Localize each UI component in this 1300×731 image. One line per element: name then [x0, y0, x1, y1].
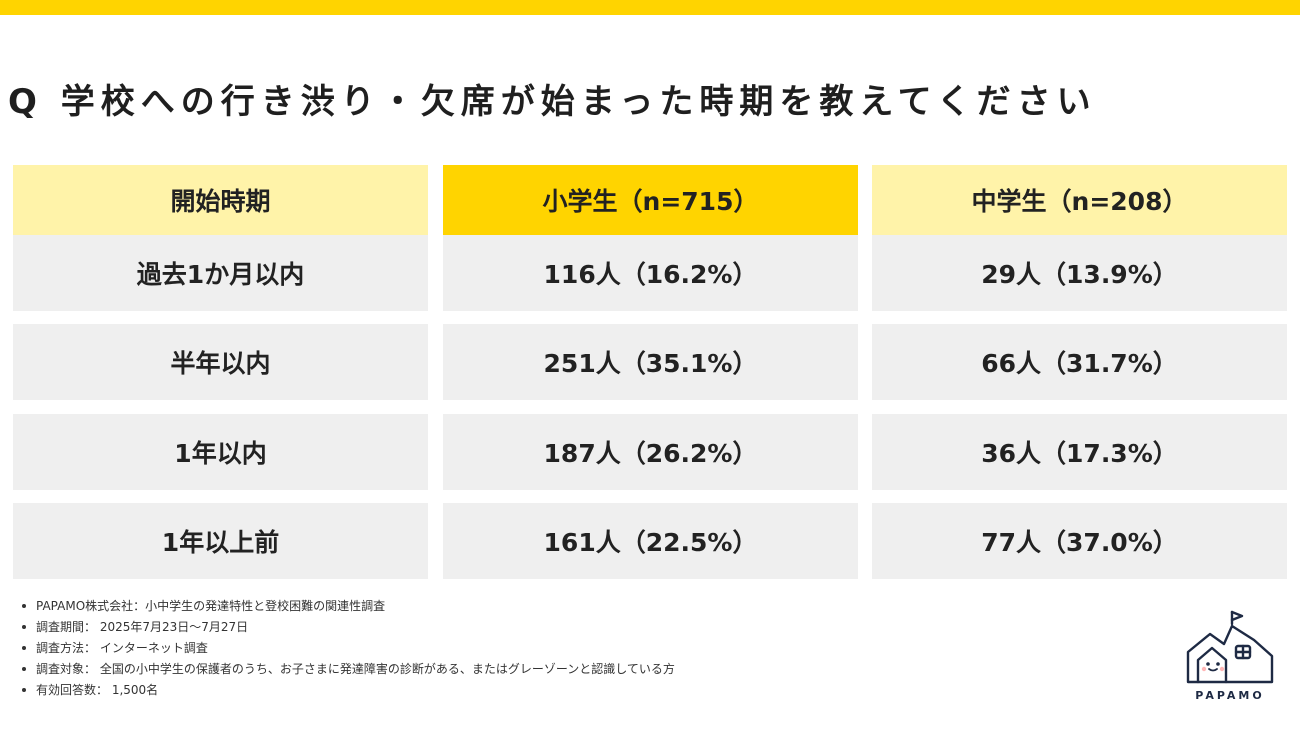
note-text: 調査方法： インターネット調査 [36, 641, 208, 655]
table-header-junior-high: 中学生（n=208） [872, 165, 1287, 235]
table-cell-junior-high: 77人（37.0%） [872, 503, 1287, 579]
logo-wordmark: PAPAMO [1195, 689, 1265, 702]
table-cell-junior-high: 29人（13.9%） [872, 235, 1287, 311]
table-cell-period: 1年以上前 [13, 503, 428, 579]
note-item: 調査期間： 2025年7月23日～7月27日 [22, 617, 675, 638]
bullet-icon [22, 667, 26, 671]
note-text: 調査対象： 全国の小中学生の保護者のうち、お子さまに発達障害の診断がある、または… [36, 662, 675, 676]
note-item: PAPAMO株式会社：小中学生の発達特性と登校困難の関連性調査 [22, 596, 675, 617]
note-text: 有効回答数： 1,500名 [36, 683, 159, 697]
table-cell-period: 過去1か月以内 [13, 235, 428, 311]
table-header-elementary: 小学生（n=715） [443, 165, 858, 235]
table-header-period: 開始時期 [13, 165, 428, 235]
note-item: 有効回答数： 1,500名 [22, 680, 675, 701]
top-accent-bar [0, 0, 1300, 15]
note-item: 調査方法： インターネット調査 [22, 638, 675, 659]
bullet-icon [22, 604, 26, 608]
papamo-logo [1180, 606, 1280, 706]
table-cell-elementary: 116人（16.2%） [443, 235, 858, 311]
bullet-icon [22, 625, 26, 629]
house-face-flag-icon [1186, 610, 1274, 684]
note-text: PAPAMO株式会社：小中学生の発達特性と登校困難の関連性調査 [36, 599, 386, 613]
note-item: 調査対象： 全国の小中学生の保護者のうち、お子さまに発達障害の診断がある、または… [22, 659, 675, 680]
page-title: Q 学校への行き渋り・欠席が始まった時期を教えてください [8, 82, 1097, 122]
table-cell-elementary: 251人（35.1%） [443, 324, 858, 400]
table-cell-period: 1年以内 [13, 414, 428, 490]
note-text: 調査期間： 2025年7月23日～7月27日 [36, 620, 249, 634]
bullet-icon [22, 646, 26, 650]
table-cell-period: 半年以内 [13, 324, 428, 400]
table-cell-junior-high: 66人（31.7%） [872, 324, 1287, 400]
table-cell-elementary: 161人（22.5%） [443, 503, 858, 579]
survey-notes: PAPAMO株式会社：小中学生の発達特性と登校困難の関連性調査 調査期間： 20… [22, 596, 675, 701]
table-cell-elementary: 187人（26.2%） [443, 414, 858, 490]
bullet-icon [22, 688, 26, 692]
table-cell-junior-high: 36人（17.3%） [872, 414, 1287, 490]
